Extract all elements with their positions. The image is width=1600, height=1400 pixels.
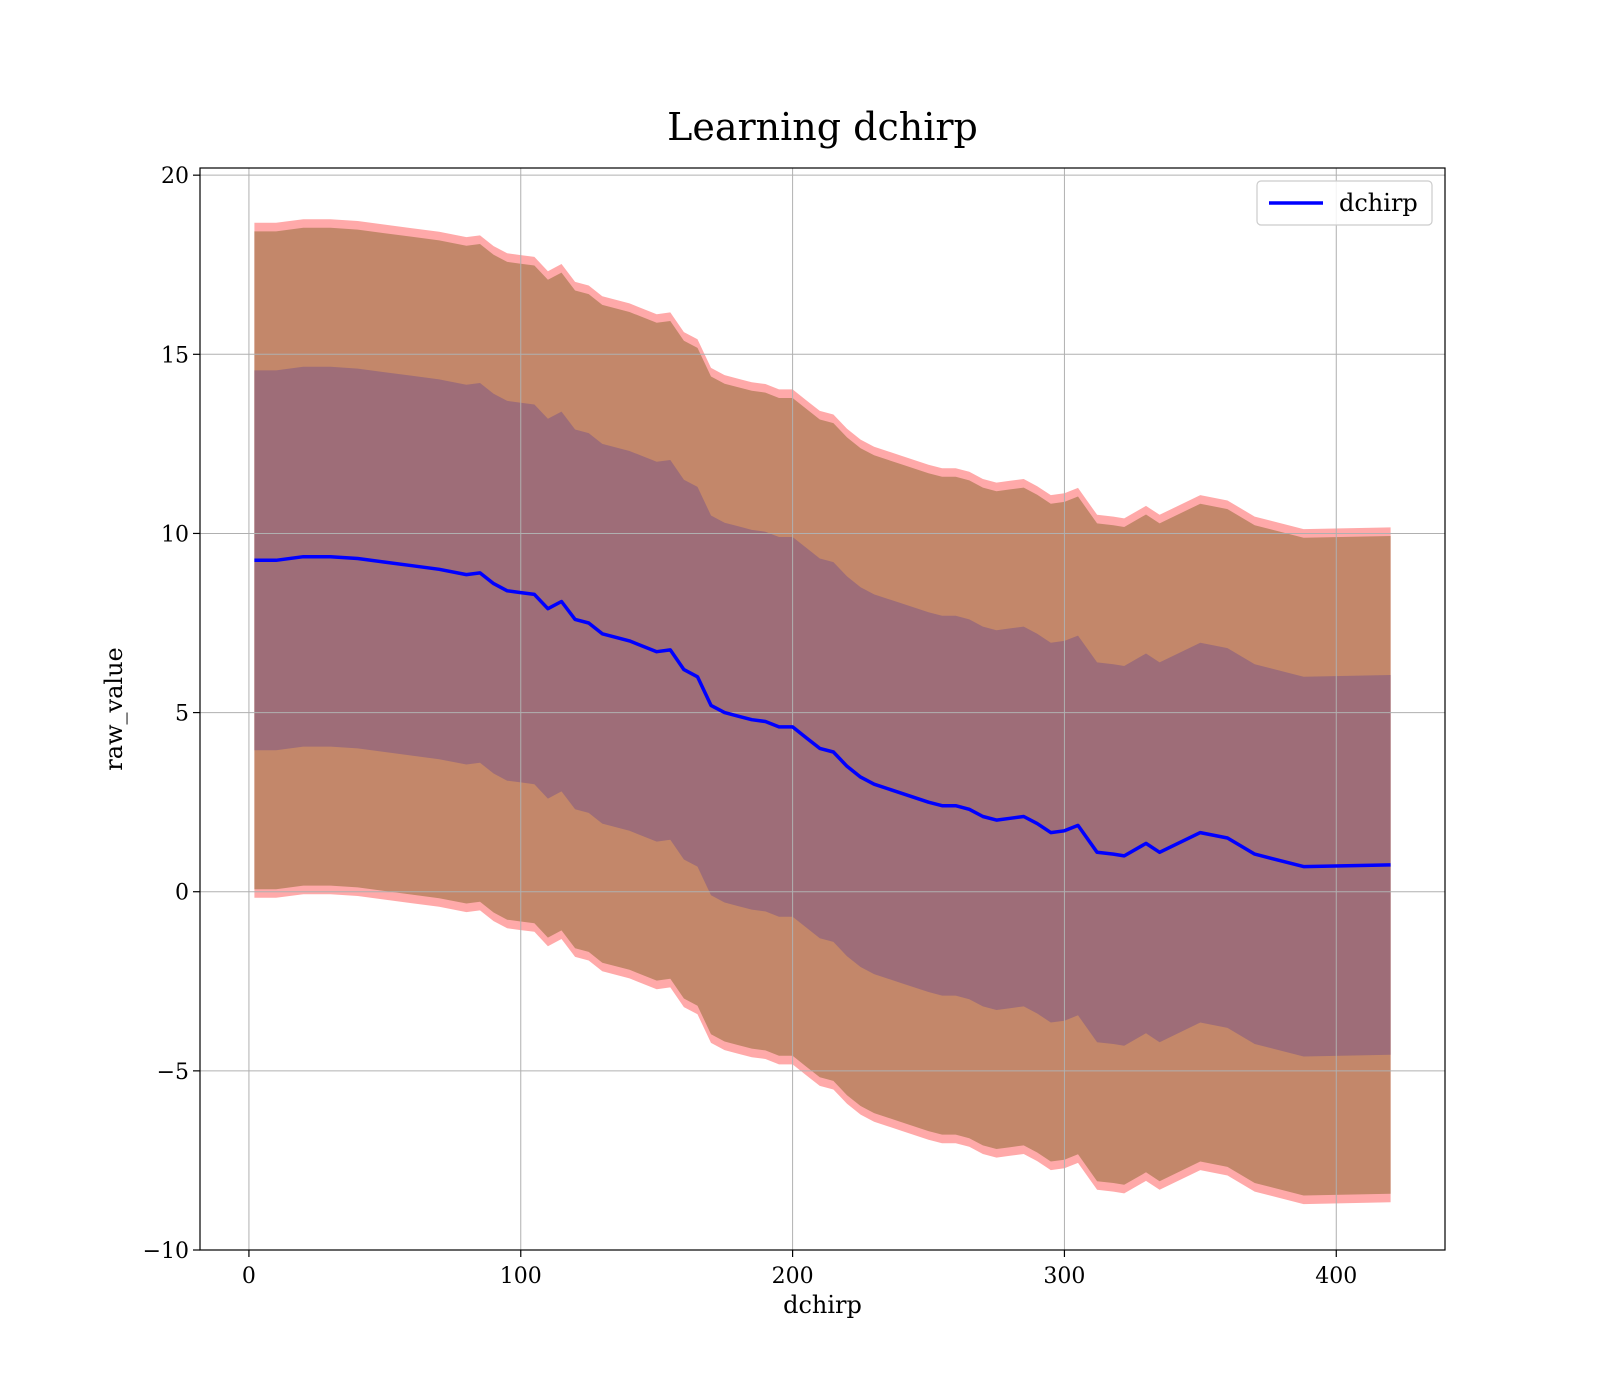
y-tick-label-5: 15 [161,343,189,368]
legend-box [1256,180,1433,226]
series-lines [254,554,1391,869]
x-axis-label: dchirp [783,1291,862,1319]
plot-frame [199,167,1446,1251]
chart-title: Learning dchirp [667,105,978,149]
x-tick-label-3: 300 [1043,1264,1085,1289]
y-tick-label-1: −5 [157,1060,189,1085]
y-tick-label-4: 10 [161,522,189,547]
inner-band [254,366,1391,1057]
x-tick-label-1: 100 [500,1264,542,1289]
x-tick-label-0: 0 [242,1264,256,1289]
y-tick-label-6: 20 [161,164,189,189]
confidence-bands [254,219,1391,1205]
x-tick-label-4: 400 [1315,1264,1357,1289]
legend: dchirp [1256,180,1433,226]
grid [200,168,1445,1251]
axis-ticks: 0 100 200 300 400 −10 −5 0 5 10 15 20 [143,164,1358,1289]
x-tick-label-2: 200 [772,1264,814,1289]
legend-label-dchirp: dchirp [1339,189,1418,217]
y-axis-label: raw_value [100,647,128,771]
series-line-dchirp [254,554,1391,869]
y-tick-label-3: 5 [175,702,189,727]
y-tick-label-0: −10 [143,1239,189,1264]
y-tick-label-2: 0 [175,881,189,906]
